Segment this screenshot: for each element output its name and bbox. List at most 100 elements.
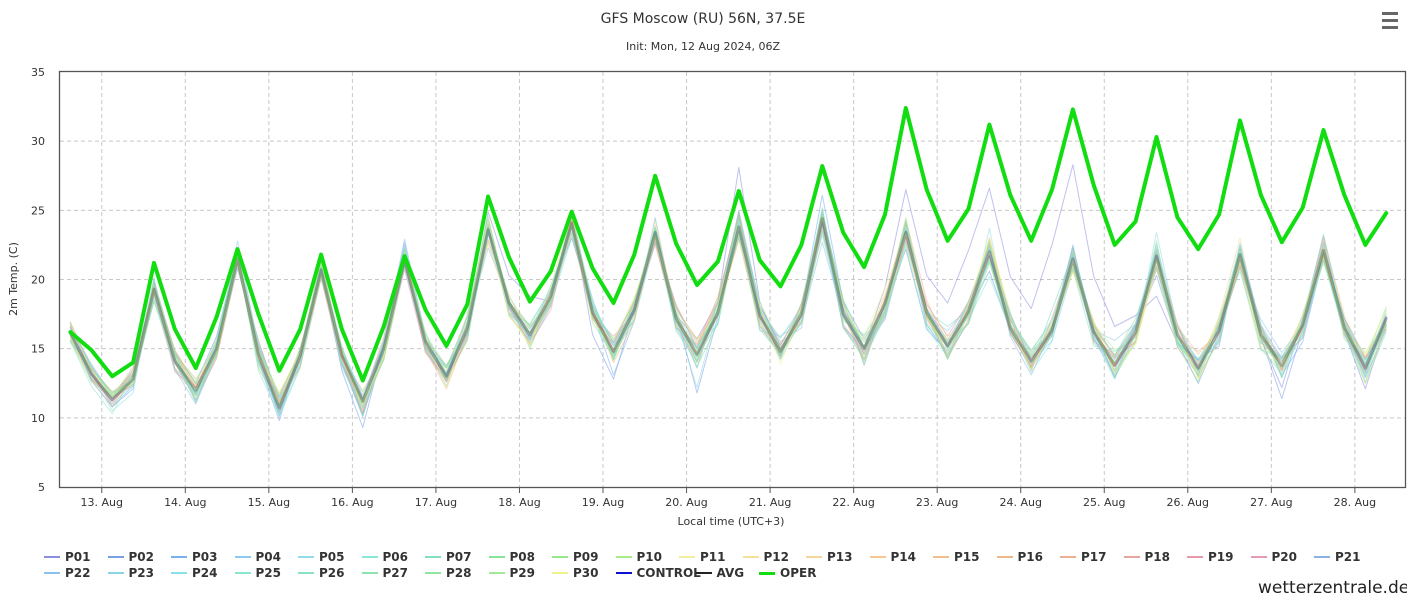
x-tick-label: 19. Aug — [582, 496, 624, 509]
site-credit: wetterzentrale.de — [1258, 578, 1407, 598]
menu-bar — [1382, 26, 1398, 29]
legend-item-p26[interactable]: P26 — [298, 565, 345, 581]
legend-label: P16 — [1017, 550, 1044, 564]
chart-legend: P01 P02 P03 P04 P05 P06 P07 P08 P09 P10 P11 P12 P13 P… — [44, 549, 1384, 581]
x-tick-label: 17. Aug — [415, 496, 457, 509]
legend-swatch — [107, 556, 124, 558]
legend-label: P20 — [1271, 550, 1298, 564]
legend-label: OPER — [780, 566, 817, 580]
series-line-avg[interactable] — [68, 217, 1388, 410]
legend-label: CONTROL — [636, 566, 701, 580]
series-line-p29[interactable] — [69, 215, 1387, 404]
legend-swatch — [298, 556, 314, 558]
legend-swatch — [742, 556, 759, 558]
legend-swatch — [171, 556, 187, 558]
x-tick-label: 13. Aug — [81, 496, 123, 509]
legend-item-p24[interactable]: P24 — [171, 565, 218, 581]
series-line-p02[interactable] — [69, 211, 1387, 428]
legend-swatch — [933, 556, 949, 558]
y-tick-label: 5 — [38, 481, 45, 494]
legend-swatch — [1187, 556, 1203, 558]
legend-swatch — [996, 556, 1013, 558]
legend-item-p29[interactable]: P29 — [488, 565, 535, 581]
legend-item-p23[interactable]: P23 — [107, 565, 154, 581]
y-tick-label: 10 — [31, 412, 45, 425]
legend-item-p22[interactable]: P22 — [44, 565, 91, 581]
legend-item-p20[interactable]: P20 — [1250, 549, 1298, 565]
legend-item-p19[interactable]: P19 — [1187, 549, 1234, 565]
legend-label: P15 — [954, 550, 980, 564]
legend-item-avg[interactable]: AVG — [695, 565, 744, 581]
legend-swatch — [425, 556, 441, 558]
legend-item-p18[interactable]: P18 — [1123, 549, 1170, 565]
legend-item-oper[interactable]: OPER — [759, 565, 816, 581]
legend-label: P24 — [192, 566, 218, 580]
legend-item-p03[interactable]: P03 — [171, 549, 218, 565]
legend-item-p05[interactable]: P05 — [298, 549, 345, 565]
series-line-oper[interactable] — [68, 106, 1389, 383]
y-tick-label: 30 — [31, 135, 45, 148]
x-tick-label: 20. Aug — [665, 496, 707, 509]
legend-item-p02[interactable]: P02 — [107, 549, 155, 565]
x-tick-label: 21. Aug — [749, 496, 791, 509]
x-tick-label: 15. Aug — [248, 496, 290, 509]
legend-swatch — [234, 572, 251, 574]
legend-item-p30[interactable]: P30 — [552, 565, 599, 581]
legend-swatch — [1314, 556, 1330, 558]
hamburger-menu-icon[interactable] — [1380, 12, 1402, 32]
legend-label: P05 — [319, 550, 345, 564]
legend-swatch — [44, 572, 60, 574]
legend-swatch — [488, 572, 505, 574]
legend-label: P01 — [65, 550, 91, 564]
x-tick-label: 25. Aug — [1083, 496, 1125, 509]
legend-row: P22 P23 P24 P25 P26 P27 P28 P29 P30 CONTROL AVG OPE… — [44, 565, 1384, 581]
legend-item-p10[interactable]: P10 — [615, 549, 663, 565]
x-tick-label: 14. Aug — [164, 496, 206, 509]
legend-item-p11[interactable]: P11 — [679, 549, 726, 565]
legend-item-p28[interactable]: P28 — [425, 565, 472, 581]
legend-item-p06[interactable]: P06 — [361, 549, 408, 565]
x-tick-label: 26. Aug — [1167, 496, 1209, 509]
legend-label: P04 — [255, 550, 282, 564]
legend-item-p21[interactable]: P21 — [1314, 549, 1361, 565]
legend-swatch — [44, 556, 60, 558]
legend-row: P01 P02 P03 P04 P05 P06 P07 P08 P09 P10 P11 P12 P13 P… — [44, 549, 1384, 565]
series-line-p30[interactable] — [69, 212, 1387, 405]
legend-swatch — [679, 556, 695, 558]
legend-item-p13[interactable]: P13 — [806, 549, 853, 565]
legend-swatch — [1250, 556, 1267, 558]
legend-item-p01[interactable]: P01 — [44, 549, 91, 565]
legend-swatch — [107, 572, 124, 574]
legend-item-p27[interactable]: P27 — [361, 565, 408, 581]
legend-item-p14[interactable]: P14 — [869, 549, 916, 565]
legend-item-p16[interactable]: P16 — [996, 549, 1044, 565]
legend-item-p07[interactable]: P07 — [425, 549, 472, 565]
legend-swatch — [695, 572, 712, 574]
x-tick-label: 22. Aug — [832, 496, 874, 509]
series-line-p26[interactable] — [69, 211, 1387, 413]
legend-label: P09 — [573, 550, 599, 564]
legend-item-p17[interactable]: P17 — [1060, 549, 1107, 565]
legend-label: P02 — [128, 550, 155, 564]
legend-item-control[interactable]: CONTROL — [615, 565, 701, 581]
legend-label: P25 — [255, 566, 282, 580]
legend-item-p15[interactable]: P15 — [933, 549, 980, 565]
y-tick-label: 15 — [31, 343, 45, 356]
chart-subtitle: Init: Mon, 12 Aug 2024, 06Z — [626, 40, 780, 53]
legend-item-p04[interactable]: P04 — [234, 549, 282, 565]
legend-label: P19 — [1208, 550, 1234, 564]
legend-label: P26 — [319, 566, 345, 580]
legend-item-p09[interactable]: P09 — [552, 549, 599, 565]
x-tick-label: 16. Aug — [331, 496, 373, 509]
legend-label: P10 — [636, 550, 663, 564]
menu-bar — [1382, 19, 1398, 22]
legend-label: P28 — [446, 566, 472, 580]
y-tick-label: 35 — [31, 66, 45, 79]
legend-item-p25[interactable]: P25 — [234, 565, 282, 581]
legend-swatch — [488, 556, 505, 558]
legend-label: P21 — [1335, 550, 1361, 564]
legend-label: P17 — [1081, 550, 1107, 564]
legend-item-p12[interactable]: P12 — [742, 549, 789, 565]
legend-item-p08[interactable]: P08 — [488, 549, 535, 565]
